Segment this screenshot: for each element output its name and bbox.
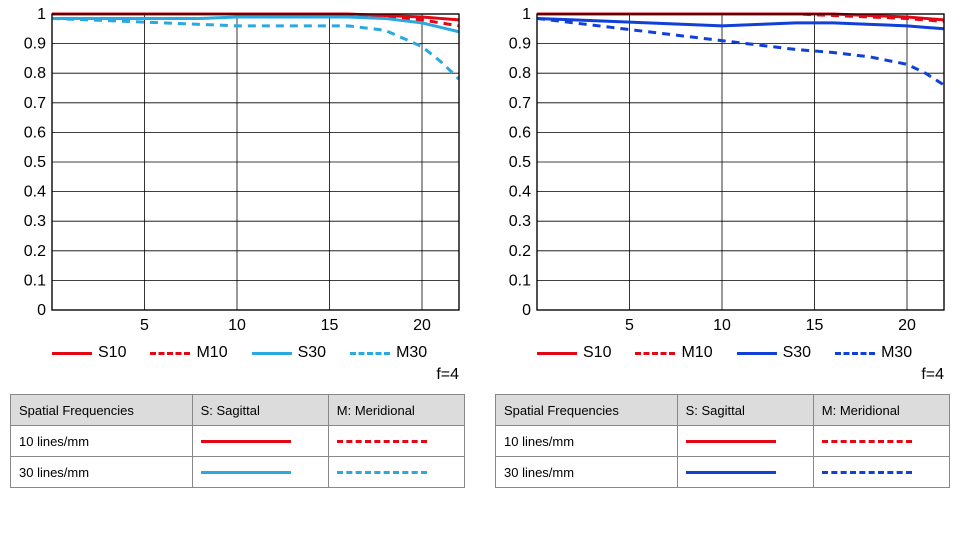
row-swatch-cell: [677, 457, 813, 488]
svg-text:0.4: 0.4: [24, 184, 46, 201]
svg-text:15: 15: [321, 317, 339, 334]
svg-text:0: 0: [522, 302, 531, 319]
legend-label: M10: [681, 344, 712, 362]
row-label: 30 lines/mm: [11, 457, 193, 488]
right-panel: 00.10.20.30.40.50.60.70.80.915101520 S10…: [495, 8, 950, 488]
legend-item: M10: [150, 344, 227, 362]
right-legend: S10 M10 S30 M30: [537, 344, 950, 362]
row-swatch: [201, 471, 291, 474]
legend-label: M30: [881, 344, 912, 362]
row-swatch: [201, 440, 291, 443]
legend-swatch: [537, 352, 577, 355]
row-label: 30 lines/mm: [496, 457, 678, 488]
svg-text:1: 1: [37, 8, 46, 23]
table-row: 30 lines/mm: [496, 457, 950, 488]
table-header: M: Meridional: [328, 395, 464, 426]
svg-text:20: 20: [898, 317, 916, 334]
table-header: M: Meridional: [813, 395, 949, 426]
left-table: Spatial FrequenciesS: SagittalM: Meridio…: [10, 394, 465, 488]
legend-label: S30: [298, 344, 326, 362]
legend-item: S10: [52, 344, 126, 362]
row-swatch: [822, 471, 912, 474]
row-label: 10 lines/mm: [11, 426, 193, 457]
legend-swatch: [737, 352, 777, 355]
panels-container: 00.10.20.30.40.50.60.70.80.915101520 S10…: [10, 8, 950, 488]
legend-swatch: [350, 352, 390, 355]
row-swatch: [686, 440, 776, 443]
table-header: S: Sagittal: [677, 395, 813, 426]
table-header: S: Sagittal: [192, 395, 328, 426]
svg-text:0.6: 0.6: [509, 124, 531, 141]
legend-swatch: [635, 352, 675, 355]
row-swatch-cell: [328, 426, 464, 457]
right-table: Spatial FrequenciesS: SagittalM: Meridio…: [495, 394, 950, 488]
table-header: Spatial Frequencies: [11, 395, 193, 426]
legend-swatch: [150, 352, 190, 355]
row-swatch-cell: [192, 426, 328, 457]
row-swatch: [337, 471, 427, 474]
svg-text:0.6: 0.6: [24, 124, 46, 141]
legend-swatch: [52, 352, 92, 355]
svg-text:0.5: 0.5: [24, 154, 46, 171]
svg-text:0: 0: [37, 302, 46, 319]
row-swatch-cell: [677, 426, 813, 457]
svg-text:0.3: 0.3: [509, 213, 531, 230]
row-swatch-cell: [813, 457, 949, 488]
left-legend: S10 M10 S30 M30: [52, 344, 465, 362]
table-row: 30 lines/mm: [11, 457, 465, 488]
svg-text:0.8: 0.8: [24, 65, 46, 82]
svg-text:5: 5: [140, 317, 149, 334]
legend-label: S30: [783, 344, 811, 362]
svg-text:0.3: 0.3: [24, 213, 46, 230]
left-f-label: f=4: [10, 366, 465, 384]
svg-text:0.4: 0.4: [509, 184, 531, 201]
legend-swatch: [252, 352, 292, 355]
left-chart: 00.10.20.30.40.50.60.70.80.915101520: [10, 8, 465, 338]
svg-text:0.9: 0.9: [24, 36, 46, 53]
svg-text:0.7: 0.7: [24, 95, 46, 112]
table-header: Spatial Frequencies: [496, 395, 678, 426]
legend-item: M30: [350, 344, 427, 362]
svg-text:10: 10: [713, 317, 731, 334]
svg-text:0.2: 0.2: [509, 243, 531, 260]
svg-text:0.2: 0.2: [24, 243, 46, 260]
left-panel: 00.10.20.30.40.50.60.70.80.915101520 S10…: [10, 8, 465, 488]
legend-item: S30: [737, 344, 811, 362]
legend-label: S10: [583, 344, 611, 362]
svg-text:0.8: 0.8: [509, 65, 531, 82]
row-swatch: [337, 440, 427, 443]
right-f-label: f=4: [495, 366, 950, 384]
svg-text:5: 5: [625, 317, 634, 334]
legend-item: M30: [835, 344, 912, 362]
legend-label: M10: [196, 344, 227, 362]
svg-text:0.9: 0.9: [509, 36, 531, 53]
svg-text:0.5: 0.5: [509, 154, 531, 171]
svg-text:0.1: 0.1: [509, 272, 531, 289]
left-chart-svg: 00.10.20.30.40.50.60.70.80.915101520: [10, 8, 465, 338]
row-label: 10 lines/mm: [496, 426, 678, 457]
svg-text:20: 20: [413, 317, 431, 334]
svg-text:15: 15: [806, 317, 824, 334]
legend-item: S30: [252, 344, 326, 362]
row-swatch-cell: [328, 457, 464, 488]
row-swatch-cell: [813, 426, 949, 457]
legend-swatch: [835, 352, 875, 355]
legend-item: S10: [537, 344, 611, 362]
legend-item: M10: [635, 344, 712, 362]
row-swatch-cell: [192, 457, 328, 488]
svg-text:1: 1: [522, 8, 531, 23]
svg-text:0.1: 0.1: [24, 272, 46, 289]
right-chart: 00.10.20.30.40.50.60.70.80.915101520: [495, 8, 950, 338]
legend-label: S10: [98, 344, 126, 362]
row-swatch: [822, 440, 912, 443]
row-swatch: [686, 471, 776, 474]
legend-label: M30: [396, 344, 427, 362]
svg-text:10: 10: [228, 317, 246, 334]
right-chart-svg: 00.10.20.30.40.50.60.70.80.915101520: [495, 8, 950, 338]
table-row: 10 lines/mm: [496, 426, 950, 457]
table-row: 10 lines/mm: [11, 426, 465, 457]
svg-text:0.7: 0.7: [509, 95, 531, 112]
